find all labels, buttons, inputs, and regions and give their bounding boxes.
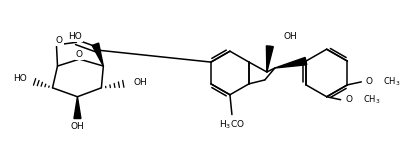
Text: OH: OH: [71, 122, 84, 131]
Text: O: O: [56, 36, 63, 45]
Text: CH$_3$: CH$_3$: [383, 76, 401, 88]
Text: O: O: [366, 77, 373, 86]
Polygon shape: [266, 46, 273, 72]
Text: HO: HO: [13, 74, 26, 83]
Text: H$_3$CO: H$_3$CO: [219, 118, 245, 131]
Text: OH: OH: [284, 32, 297, 41]
Text: CH$_3$: CH$_3$: [362, 93, 380, 106]
Polygon shape: [92, 43, 103, 66]
Polygon shape: [275, 57, 307, 68]
Text: O: O: [76, 50, 83, 59]
Text: OH: OH: [133, 78, 147, 87]
Polygon shape: [74, 97, 81, 119]
Text: HO: HO: [68, 32, 81, 41]
Text: O: O: [345, 95, 352, 104]
